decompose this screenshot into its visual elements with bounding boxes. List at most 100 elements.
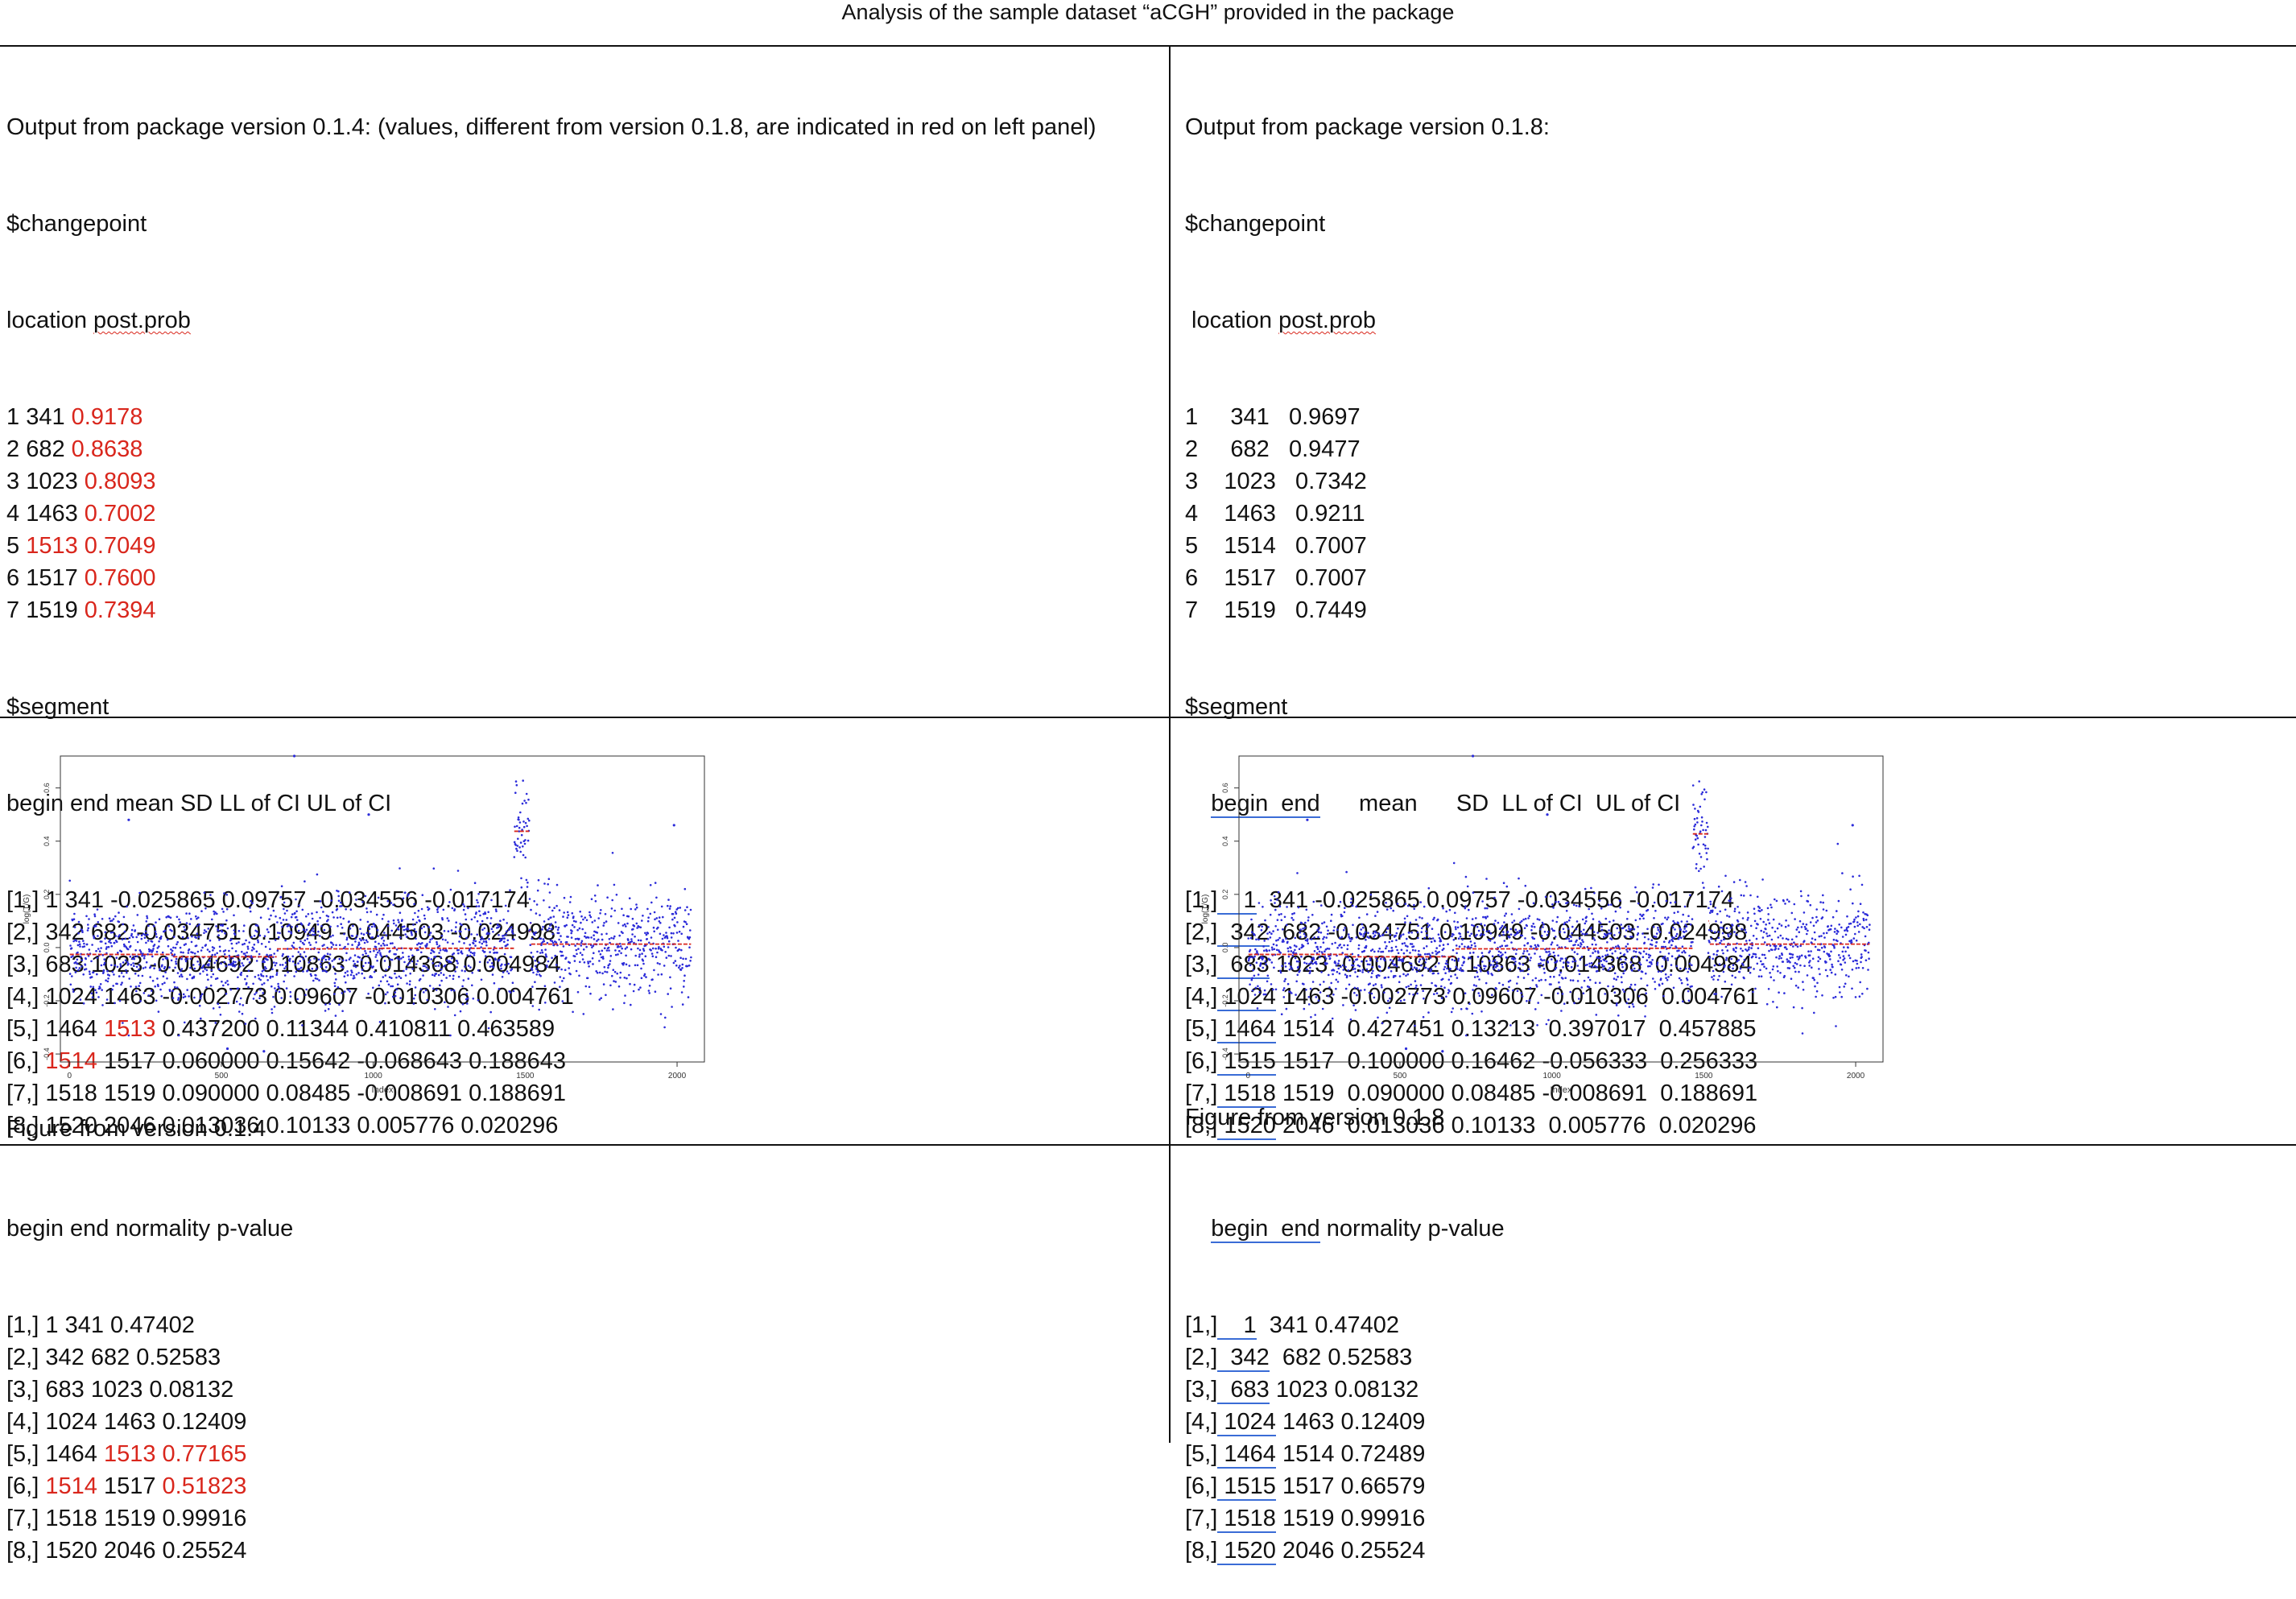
data-point (209, 939, 212, 942)
data-point (460, 923, 463, 927)
data-point (1737, 959, 1741, 961)
data-point (297, 962, 299, 965)
data-point (444, 1001, 446, 1004)
data-point (140, 937, 143, 940)
data-point (126, 948, 130, 951)
data-point (1328, 986, 1331, 989)
data-point (1656, 961, 1659, 964)
data-point (275, 961, 278, 965)
data-point (387, 983, 390, 985)
data-point (514, 791, 517, 794)
data-point (576, 928, 579, 932)
data-point (145, 920, 148, 923)
data-point (1363, 949, 1366, 952)
data-point (336, 907, 339, 911)
data-point (393, 952, 396, 956)
data-point (1708, 941, 1711, 944)
data-point (1516, 982, 1518, 985)
data-point (483, 927, 486, 930)
data-point (1780, 924, 1783, 927)
data-point (420, 951, 423, 954)
data-point (1781, 953, 1783, 957)
data-point (1476, 971, 1479, 973)
data-point (1288, 962, 1290, 965)
plot-frame (60, 755, 705, 1063)
data-point (1621, 988, 1625, 991)
data-point (90, 992, 93, 995)
data-point (613, 909, 616, 912)
data-point (597, 884, 599, 886)
data-point (225, 992, 228, 995)
data-point (1780, 957, 1782, 960)
data-point (200, 949, 203, 952)
data-point (648, 992, 650, 994)
data-point (560, 940, 563, 944)
data-point (587, 936, 590, 939)
data-point (1358, 965, 1361, 968)
data-point (1319, 991, 1322, 994)
data-point (367, 992, 370, 995)
data-point (1815, 995, 1817, 998)
location-value: 1023 (1211, 469, 1276, 494)
data-point (1744, 881, 1747, 883)
data-point (642, 962, 645, 965)
data-point (489, 917, 493, 919)
data-point (546, 941, 549, 944)
data-point (1278, 936, 1281, 940)
data-point (1374, 983, 1377, 985)
data-point (537, 878, 540, 882)
table-top-border (0, 45, 2296, 47)
data-point (1446, 963, 1449, 965)
data-point (547, 928, 549, 932)
segment-row: [4,] 1024 1463 -0.002773 0.09607 -0.0103… (6, 981, 1096, 1013)
data-point (1860, 956, 1863, 958)
data-point (1480, 1010, 1483, 1013)
data-point (188, 912, 191, 915)
data-point (451, 907, 454, 910)
data-point (1435, 985, 1438, 987)
data-point (391, 995, 394, 998)
data-point (1493, 967, 1495, 970)
data-point (353, 954, 357, 957)
data-point (1491, 994, 1493, 996)
data-point (1610, 938, 1613, 940)
data-point (1303, 983, 1305, 985)
data-point (203, 932, 205, 935)
data-point (1572, 957, 1575, 960)
data-point (599, 952, 602, 956)
data-point (322, 957, 325, 959)
data-point (1643, 936, 1646, 939)
data-point (250, 949, 254, 952)
data-point (1332, 929, 1335, 932)
data-point (1437, 972, 1439, 975)
data-point (1365, 968, 1369, 971)
data-point (372, 965, 375, 968)
data-point (404, 891, 407, 894)
data-point (166, 977, 168, 980)
data-point (1598, 899, 1601, 902)
data-point (262, 992, 265, 994)
data-point (1448, 908, 1452, 911)
data-point (1625, 929, 1628, 932)
data-point (1758, 910, 1761, 913)
data-point (151, 940, 154, 943)
data-point (1347, 956, 1349, 959)
data-point (1742, 964, 1745, 966)
data-point (340, 965, 343, 968)
data-point (1549, 895, 1552, 898)
data-point (1714, 940, 1717, 942)
data-point (1257, 902, 1261, 904)
data-point (1502, 933, 1505, 936)
data-point (395, 988, 398, 990)
data-point (1311, 981, 1315, 983)
data-point (1544, 895, 1547, 899)
data-point (1446, 919, 1449, 922)
data-point (1403, 998, 1406, 1002)
data-point (689, 929, 692, 932)
data-point (1551, 919, 1555, 922)
data-point (623, 1002, 626, 1005)
data-point (1489, 960, 1491, 962)
data-point (1486, 907, 1489, 910)
data-point (1457, 957, 1460, 961)
data-point (514, 825, 516, 828)
